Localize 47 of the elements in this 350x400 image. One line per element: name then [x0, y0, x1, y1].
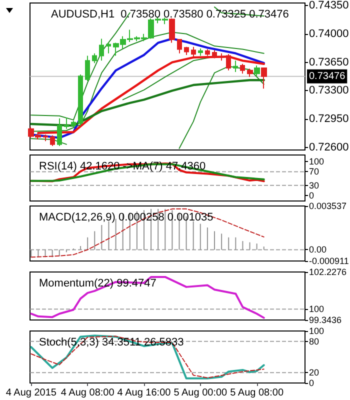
y-tick-label: 100	[309, 326, 324, 336]
y-tick-label: 99.3436	[309, 315, 342, 325]
y-tick-label: 102.2276	[309, 267, 347, 277]
candlestick	[78, 74, 83, 126]
candlestick	[99, 38, 104, 62]
candlestick	[64, 117, 69, 130]
candlestick	[92, 52, 97, 64]
candlestick	[57, 118, 62, 146]
candlestick	[233, 60, 238, 73]
y-tick-label: 30	[309, 180, 320, 190]
y-tick-label: 0.73300	[309, 84, 349, 97]
x-tick-label: 4 Aug 16:00	[117, 388, 172, 398]
candlestick	[50, 134, 55, 146]
y-tick-label: 70	[309, 166, 320, 177]
y-tick-label: 0	[309, 190, 314, 201]
y-tick-label: 80	[309, 336, 320, 346]
candlestick	[85, 55, 90, 82]
candlestick	[169, 18, 175, 44]
candlestick	[240, 63, 245, 74]
y-tick-label: -0.000911	[309, 256, 349, 266]
candlestick	[254, 65, 260, 77]
y-tick-label: 0	[309, 378, 314, 388]
candlestick	[247, 68, 253, 78]
y-tick-label: 0.72950	[309, 113, 349, 126]
candlestick	[177, 39, 182, 54]
ref-line-label: 0.73476	[309, 70, 346, 82]
candlestick	[184, 46, 189, 56]
line-series	[30, 79, 265, 127]
candlestick	[261, 67, 267, 90]
y-tick-label: 100	[309, 156, 324, 166]
candlestick	[106, 41, 111, 54]
y-tick-label: 20	[309, 368, 320, 378]
line-series	[30, 276, 265, 319]
y-tick-label: 0.73650	[309, 56, 349, 68]
candlestick	[71, 120, 76, 128]
y-tick-label: 0.74000	[309, 28, 349, 40]
y-tick-label: 0.72600	[309, 142, 349, 154]
line-series	[30, 208, 264, 258]
candlestick	[198, 48, 203, 56]
x-tick-label: 4 Aug 2015	[6, 388, 57, 398]
x-tick-label: 4 Aug 08:00	[60, 388, 115, 398]
y-tick-label: 0.003537	[309, 201, 347, 211]
x-tick-label: 5 Aug 08:00	[230, 388, 284, 398]
x-tick-label: 5 Aug 00:00	[174, 388, 228, 398]
y-tick-label: 0.74350	[309, 0, 349, 12]
y-tick-label: 0.00	[309, 244, 327, 255]
y-tick-label: 100	[309, 304, 324, 314]
